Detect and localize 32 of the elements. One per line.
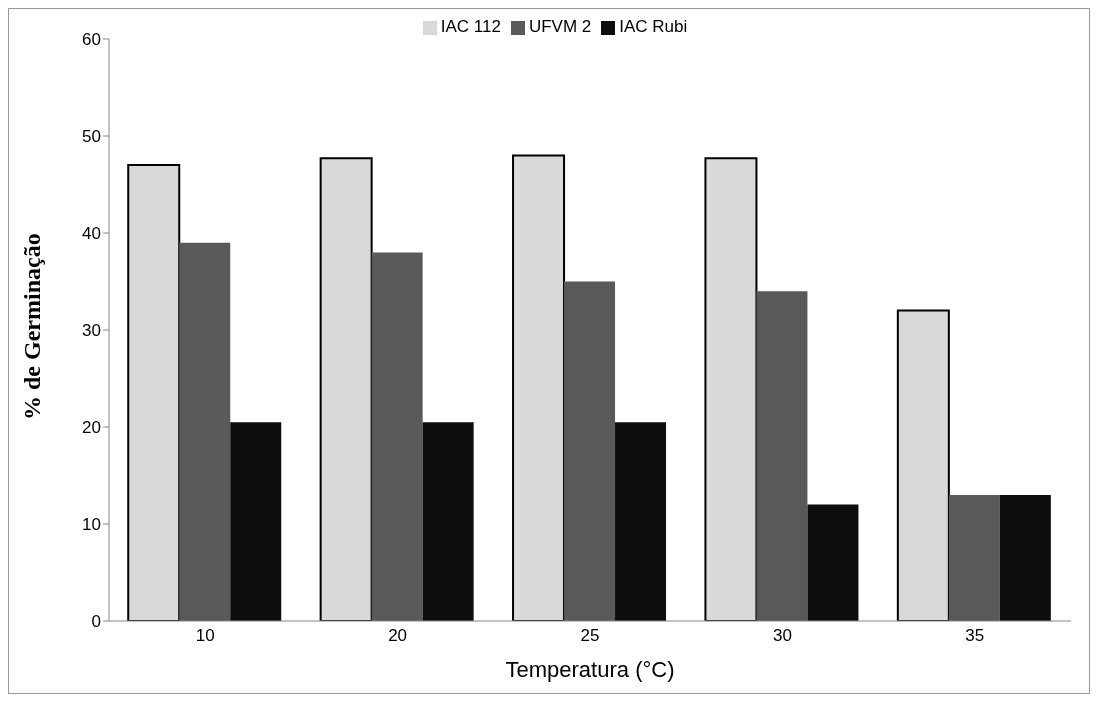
legend-label: IAC Rubi xyxy=(619,17,688,36)
bar xyxy=(512,154,566,621)
bar xyxy=(371,252,423,621)
bar xyxy=(756,291,808,621)
bar xyxy=(948,494,1000,621)
bar xyxy=(807,504,859,621)
y-tick-label: 0 xyxy=(91,612,101,632)
bar xyxy=(615,422,667,621)
y-tick-label: 20 xyxy=(82,418,101,438)
y-tick-label: 50 xyxy=(82,127,101,147)
bar xyxy=(999,494,1051,621)
x-tick-label: 10 xyxy=(195,626,215,646)
x-tick-label: 30 xyxy=(772,626,792,646)
bar xyxy=(179,242,231,621)
bar xyxy=(319,157,373,621)
y-tick-label: 10 xyxy=(82,515,101,535)
bar xyxy=(127,164,181,621)
y-tick-label: 60 xyxy=(82,30,101,50)
legend-label: IAC 112 xyxy=(440,17,501,36)
y-tick-label: 30 xyxy=(82,321,101,341)
y-axis-title: % de Germinação xyxy=(18,233,45,420)
bar xyxy=(896,309,950,621)
x-tick-label: 25 xyxy=(580,626,600,646)
x-tick-label: 35 xyxy=(965,626,985,646)
bar xyxy=(230,422,282,621)
bar xyxy=(704,157,758,621)
bar xyxy=(564,281,616,621)
x-axis-title: Temperatura (°C) xyxy=(505,657,675,682)
y-tick-label: 40 xyxy=(82,224,101,244)
x-tick-label: 20 xyxy=(388,626,408,646)
legend-label: UFVM 2 xyxy=(528,17,592,36)
bar xyxy=(422,422,474,621)
